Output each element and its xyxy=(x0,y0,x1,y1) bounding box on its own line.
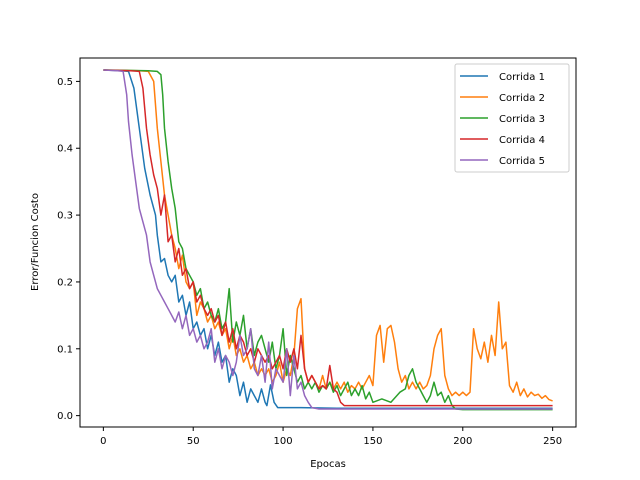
x-tick-label: 100 xyxy=(274,436,293,447)
x-tick-label: 250 xyxy=(543,436,562,447)
axes-frame xyxy=(79,57,577,428)
x-tick-label: 200 xyxy=(453,436,472,447)
y-tick-label: 0.1 xyxy=(57,344,73,355)
y-tick-label: 0.3 xyxy=(57,211,73,222)
series-line-5 xyxy=(103,69,553,410)
x-axis-label: Epocas xyxy=(310,459,346,470)
x-tick-label: 50 xyxy=(187,436,200,447)
x-tick-label: 150 xyxy=(363,436,382,447)
series-line-4 xyxy=(103,69,553,407)
y-tick-label: 0.0 xyxy=(57,411,73,422)
legend-label-3: Corrida 3 xyxy=(499,114,545,125)
y-tick-label: 0.4 xyxy=(57,144,73,155)
legend-label-1: Corrida 1 xyxy=(499,72,545,83)
plot-series-group xyxy=(103,69,553,411)
legend: Corrida 1 Corrida 2 Corrida 3 Corrida 4 Corr… xyxy=(454,63,570,173)
x-axis-ticks: 0 50 100 150 200 250 xyxy=(100,427,562,447)
legend-label-4: Corrida 4 xyxy=(499,135,545,146)
y-tick-label: 0.5 xyxy=(57,77,73,88)
y-tick-label: 0.2 xyxy=(57,277,73,288)
y-axis-label: Error/Funcion Costo xyxy=(30,193,41,291)
legend-label-5: Corrida 5 xyxy=(499,156,545,167)
legend-box xyxy=(454,63,570,173)
y-axis-ticks: 0.0 0.1 0.2 0.3 0.4 0.5 xyxy=(57,77,80,422)
legend-label-2: Corrida 2 xyxy=(499,93,545,104)
x-tick-label: 0 xyxy=(100,436,106,447)
